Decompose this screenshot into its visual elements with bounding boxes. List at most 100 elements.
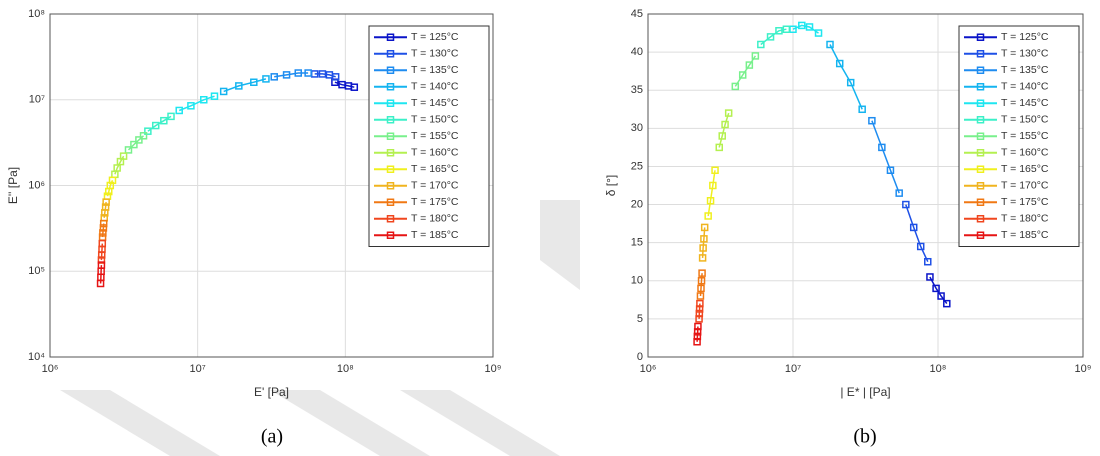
marker (97, 261, 106, 269)
marker (102, 198, 110, 206)
y-tick-label: 30 (631, 122, 643, 134)
legend-label: T = 130°C (411, 48, 459, 60)
panel: 10⁶ 10⁷ 10⁸ 10⁹ 10⁴ 10⁵ 10⁶ 10⁷ 10⁸ E' [Pa] E'' [P… (6, 8, 501, 448)
marker (98, 239, 107, 248)
legend-label: T = 175°C (1001, 196, 1049, 208)
legend-label: T = 185°C (411, 229, 459, 241)
x-tick-label: 10⁶ (42, 363, 59, 375)
legend-marker (386, 83, 395, 91)
series-line (718, 112, 730, 148)
legend-marker (386, 99, 395, 107)
marker (696, 299, 704, 308)
legend-label: T = 140°C (1001, 81, 1049, 93)
legend-marker (976, 198, 985, 206)
legend-marker (976, 165, 985, 173)
marker (711, 166, 719, 175)
legend-label: T = 160°C (411, 147, 459, 159)
legend-label: T = 130°C (1001, 48, 1049, 60)
x-axis-label: | E* | [Pa] (840, 385, 890, 399)
series-line (792, 24, 819, 34)
y-axis-label: E'' [Pa] (6, 167, 20, 204)
x-tick-label: 10⁹ (485, 363, 502, 375)
marker (167, 112, 175, 121)
marker (700, 223, 709, 232)
y-tick-label: 10 (631, 275, 643, 287)
legend-marker (976, 116, 985, 124)
marker (943, 299, 951, 308)
legend-label: T = 150°C (411, 114, 459, 126)
legend-marker (976, 66, 985, 74)
marker (250, 78, 258, 86)
y-tick-label: 0 (637, 351, 643, 363)
legend-marker (976, 83, 985, 91)
series-line (223, 78, 267, 93)
marker (868, 116, 876, 125)
marker (826, 40, 834, 49)
legend-label: T = 125°C (1001, 31, 1049, 43)
y-tick-label: 5 (637, 313, 643, 325)
legend-label: T = 135°C (411, 64, 459, 76)
legend-label: T = 145°C (1001, 97, 1049, 109)
x-tick-label: 10⁷ (785, 363, 801, 375)
legend-marker (386, 231, 395, 239)
legend-label: T = 170°C (411, 180, 459, 192)
y-tick-label: 10⁷ (29, 94, 45, 106)
x-tick-label: 10⁸ (337, 363, 354, 375)
legend-label: T = 180°C (411, 213, 459, 225)
marker (782, 25, 791, 33)
panel: 10⁶ 10⁷ 10⁸ 10⁹ 0 5 10 15 20 25 30 35 40 45 | E* | [Pa… (604, 8, 1091, 448)
marker (318, 70, 327, 78)
series-line (929, 276, 948, 305)
marker (745, 61, 754, 69)
legend-label: T = 170°C (1001, 180, 1049, 192)
y-tick-label: 15 (631, 237, 643, 249)
legend-marker (386, 116, 395, 124)
marker (886, 166, 895, 175)
legend-marker (976, 149, 985, 157)
x-tick-label: 10⁸ (930, 363, 947, 375)
marker (270, 73, 278, 81)
legend-marker (386, 182, 395, 190)
legend-marker (976, 231, 985, 239)
legend-label: T = 165°C (411, 163, 459, 175)
marker (751, 52, 760, 60)
marker (805, 23, 814, 31)
marker (926, 273, 934, 281)
y-tick-label: 10⁶ (28, 179, 45, 191)
y-tick-label: 25 (631, 160, 643, 172)
marker (294, 69, 303, 77)
y-tick-label: 10⁵ (28, 265, 45, 277)
x-tick-label: 10⁶ (640, 363, 657, 375)
legend-marker (976, 215, 985, 223)
marker (697, 284, 705, 293)
x-tick-label: 10⁷ (190, 363, 206, 375)
marker (718, 132, 726, 140)
marker (350, 83, 359, 91)
legend-marker (386, 165, 395, 173)
legend-label: T = 145°C (411, 97, 459, 109)
y-tick-label: 35 (631, 84, 643, 96)
series-line (905, 204, 929, 263)
marker (235, 82, 243, 90)
marker (699, 244, 707, 252)
marker (858, 105, 866, 114)
series-line (707, 170, 716, 217)
marker (715, 143, 723, 152)
marker (304, 69, 312, 77)
axes-frame (647, 13, 1084, 358)
watermark (60, 200, 580, 456)
series-line (178, 95, 215, 112)
marker (937, 292, 945, 300)
marker (160, 116, 168, 125)
marker (706, 196, 715, 205)
series-line (701, 227, 706, 258)
marker (124, 146, 133, 154)
marker (909, 223, 918, 232)
legend-marker (386, 215, 395, 223)
legend-marker (976, 182, 985, 190)
legend-label: T = 165°C (1001, 163, 1049, 175)
series-line (699, 273, 703, 297)
marker (282, 71, 291, 79)
marker (262, 75, 270, 83)
marker (902, 200, 910, 209)
